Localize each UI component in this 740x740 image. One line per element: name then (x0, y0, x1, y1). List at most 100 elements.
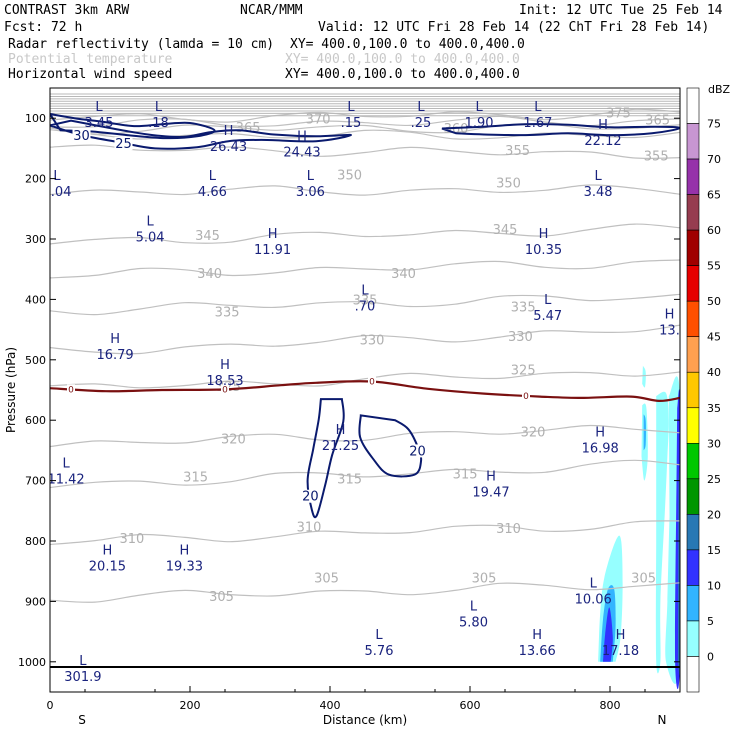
extremum-kind-13: L (146, 215, 154, 230)
theta-contour-305 (50, 582, 680, 603)
y-axis-title: Pressure (hPa) (4, 347, 18, 433)
theta-label-7: 315 (183, 471, 208, 486)
freezing-level-label-3: 0 (523, 392, 529, 402)
field-reflectivity-xy: XY= 400.0,100.0 to 400.0,400.0 (290, 37, 525, 52)
x-tick-label-4: 800 (600, 699, 621, 712)
extremum-value-0: 3.45 (85, 116, 114, 131)
freezing-label-bg-0 (67, 384, 75, 395)
colorbar-label-5: 50 (707, 295, 721, 308)
freezing-label-bg-3 (522, 390, 530, 401)
extremum-kind-26: H (180, 543, 190, 558)
colorbar-label-4: 55 (707, 260, 721, 273)
extremum-value-10: 4.66 (198, 185, 227, 200)
wind-contour-30-2 (50, 112, 216, 140)
theta-label-20: 340 (391, 267, 416, 282)
wind-label-bg-3 (408, 444, 427, 458)
x-axis: 0 200 400 600 800 (47, 686, 646, 712)
extremum-kind-7: H (297, 130, 307, 145)
theta-label-8: 315 (337, 472, 362, 487)
theta-contour-345 (50, 223, 680, 245)
theta-label-10: 320 (221, 433, 246, 448)
extremum-kind-20: H (220, 358, 230, 373)
theta-label-5: 310 (297, 521, 322, 536)
field-reflectivity-name: Radar reflectivity (lamda = 10 cm) (8, 37, 274, 52)
wind-label-bg-0 (72, 129, 91, 143)
x-tick-label-1: 200 (180, 699, 201, 712)
colorbar-segment-11 (686, 478, 700, 515)
y-tick-label-1: 200 (25, 173, 46, 186)
theta-label-11: 320 (521, 425, 546, 440)
theta-contour-335 (50, 293, 680, 316)
theta-label-1: 305 (314, 571, 339, 586)
colorbar-segment-16 (686, 656, 700, 693)
colorbar-segment-9 (686, 407, 700, 444)
extremum-value-1: .18 (148, 116, 169, 131)
freezing-label-bg-2 (368, 376, 376, 387)
extremum-kind-29: L (375, 628, 383, 643)
extremum-value-20: 18.53 (206, 374, 243, 389)
theta-contour-355 (50, 144, 680, 159)
extremum-value-12: 3.48 (584, 185, 613, 200)
colorbar-segment-1 (686, 123, 700, 160)
wind-contour-20-1 (358, 414, 423, 478)
model-title: CONTRAST 3km ARW (4, 3, 129, 18)
extremum-value-26: 19.33 (166, 559, 203, 574)
theta-label-22: 345 (493, 223, 518, 238)
extremum-kind-3: L (417, 100, 425, 115)
colorbar-segment-6 (686, 300, 700, 338)
x-tick-label-2: 400 (320, 699, 341, 712)
theta-label-29: 365 (645, 114, 670, 129)
theta-label-17: 335 (353, 294, 378, 309)
colorbar-label-7: 40 (707, 366, 721, 379)
extremum-kind-15: H (539, 227, 549, 242)
extremum-value-7: 24.43 (283, 146, 320, 161)
wind-contour-20-0 (306, 398, 345, 519)
theta-label-6: 310 (496, 522, 521, 537)
extremum-value-23: 11.42 (47, 472, 84, 487)
extremum-kind-16: L (361, 284, 369, 299)
theta-contour-325 (50, 371, 680, 389)
field-wind-name: Horizontal wind speed (8, 67, 172, 82)
wind-label-bg-1 (114, 136, 133, 150)
extremum-kind-25: H (103, 543, 113, 558)
valid-time: Valid: 12 UTC Fri 28 Feb 14 (22 ChT Fri … (318, 20, 709, 35)
theta-contour-375 (50, 108, 680, 123)
x-tick-label-0: 0 (47, 699, 54, 712)
colorbar-label-0: 75 (707, 118, 721, 131)
theta-contour-310 (50, 520, 680, 546)
extremum-value-25: 20.15 (89, 559, 126, 574)
colorbar-label-2: 65 (707, 189, 721, 202)
extremum-kind-11: L (307, 169, 315, 184)
x-tick-label-3: 600 (460, 699, 481, 712)
colorbar-segment-2 (686, 158, 700, 195)
extremum-value-15: 10.35 (525, 243, 562, 258)
colorbar-label-11: 20 (707, 508, 721, 521)
extremum-kind-32: L (79, 654, 87, 669)
theta-label-2: 305 (472, 571, 497, 586)
extremum-value-16: .70 (355, 300, 376, 315)
colorbar-unit: dBZ (708, 83, 731, 96)
y-tick-label-5: 600 (25, 414, 46, 427)
theta-label-0: 305 (209, 590, 234, 605)
wind-contour-label-3: 20 (409, 444, 426, 459)
extremum-kind-12: L (594, 169, 602, 184)
theta-contour-360 (50, 129, 680, 140)
north-label: N (658, 713, 667, 727)
init-time: Init: 12 UTC Tue 25 Feb 14 (519, 3, 723, 18)
colorbar-label-12: 15 (707, 544, 721, 557)
theta-label-28: 365 (236, 121, 261, 136)
extremum-kind-23: L (62, 456, 70, 471)
freezing-label-bg-1 (221, 384, 229, 395)
freezing-level-label-2: 0 (369, 378, 375, 388)
extremum-kind-10: L (209, 169, 217, 184)
south-label: S (78, 713, 86, 727)
theta-label-9: 315 (453, 468, 478, 483)
theta-label-24: 350 (496, 176, 521, 191)
theta-label-18: 335 (511, 300, 536, 315)
extremum-value-32: 301.9 (64, 670, 101, 685)
colorbar-segment-5 (686, 265, 700, 302)
extremum-value-17: 5.47 (533, 309, 562, 324)
extremum-kind-21: H (336, 423, 346, 438)
